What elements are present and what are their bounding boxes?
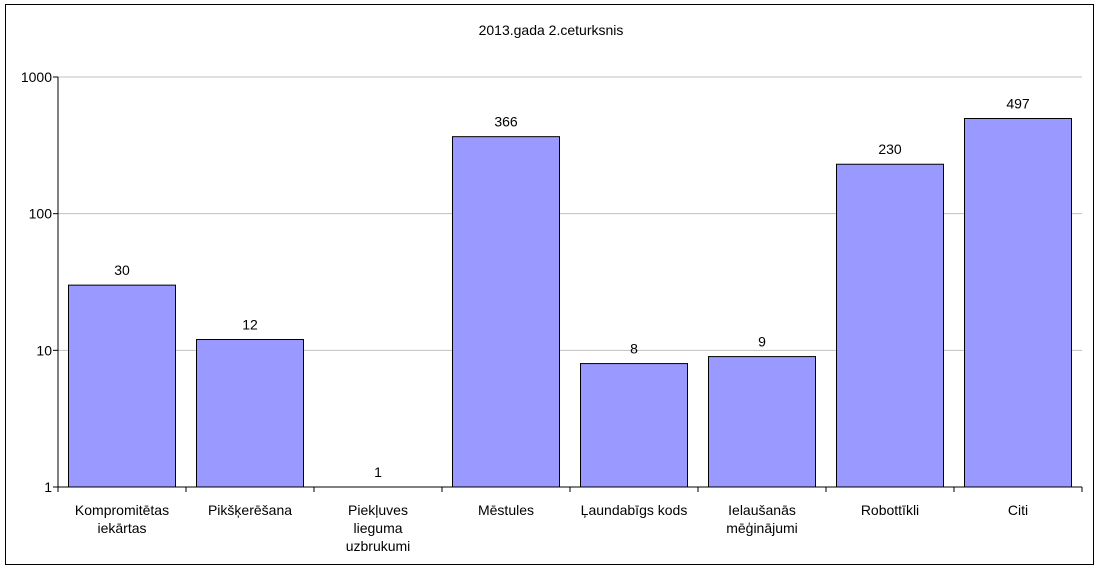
data-label: 230 [878, 141, 902, 157]
x-tick-label: Robottīkli [861, 502, 919, 518]
bar [452, 136, 560, 488]
data-label: 9 [758, 334, 766, 350]
chart-frame: 2013.gada 2.ceturksnis 1 10 100 1000 30 12 1 36… [5, 4, 1094, 565]
bar [964, 117, 1072, 488]
bars [68, 117, 1072, 488]
axes [53, 76, 1083, 492]
bar [68, 284, 176, 488]
x-tick-label: Mēstules [478, 502, 534, 518]
x-tick-label: Kompromitētas iekārtas [75, 502, 169, 536]
data-label: 8 [630, 341, 638, 357]
x-tick-label: Ielaušanās mēģinājumi [726, 502, 798, 536]
labels: 1 10 100 1000 30 12 1 366 8 9 230 497 Kompromitētas i… [21, 69, 1030, 554]
data-label: 1 [374, 464, 382, 480]
y-tick-label: 1 [44, 479, 52, 495]
bar [196, 339, 304, 488]
data-label: 497 [1006, 95, 1030, 111]
x-tick-label: Ļaundabīgs kods [581, 502, 688, 518]
x-tick-label: Citi [1008, 502, 1028, 518]
bar [708, 356, 816, 488]
x-tick-label: Piekļuves lieguma uzbrukumi [346, 502, 411, 554]
x-tick-label: Pikšķerēšana [208, 502, 292, 518]
data-label: 366 [494, 114, 518, 130]
y-tick-label: 10 [36, 342, 52, 358]
data-label: 30 [114, 262, 130, 278]
y-tick-label: 100 [29, 206, 53, 222]
y-tick-label: 1000 [21, 69, 52, 85]
data-label: 12 [242, 317, 258, 333]
chart-title: 2013.gada 2.ceturksnis [479, 22, 624, 38]
bar [580, 363, 688, 488]
bar [836, 163, 944, 488]
bar-chart: 2013.gada 2.ceturksnis 1 10 100 1000 30 12 1 36… [21, 22, 1083, 554]
